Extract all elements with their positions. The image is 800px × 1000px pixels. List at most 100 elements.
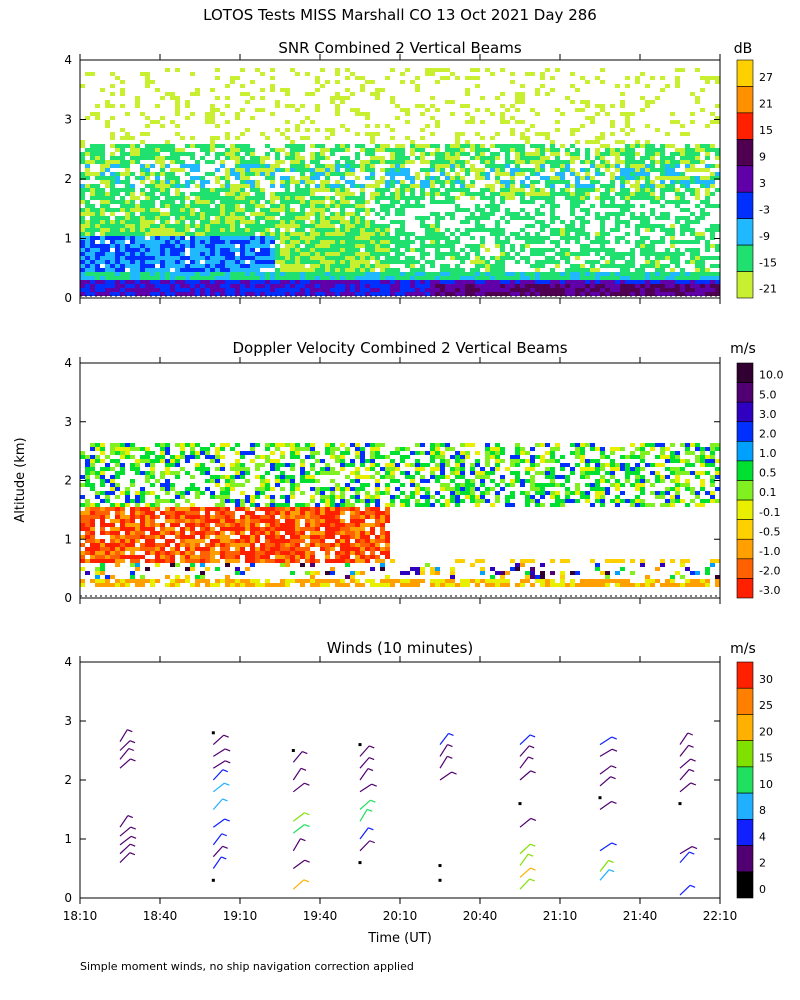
snr-cell xyxy=(525,128,530,132)
velocity-cell xyxy=(190,583,195,587)
snr-cell xyxy=(245,216,250,220)
snr-cell xyxy=(515,108,520,112)
snr-cell xyxy=(290,272,295,276)
snr-cell xyxy=(315,240,320,244)
snr-cell xyxy=(350,272,355,276)
snr-cell xyxy=(340,236,345,240)
snr-cell xyxy=(175,292,180,296)
velocity-cell xyxy=(155,543,160,547)
snr-cell xyxy=(625,268,630,272)
snr-cell xyxy=(490,152,495,156)
velocity-cell xyxy=(90,511,95,515)
snr-cell xyxy=(110,208,115,212)
snr-cell xyxy=(705,272,710,276)
velocity-cell xyxy=(180,543,185,547)
snr-cell xyxy=(105,180,110,184)
snr-cell xyxy=(255,292,260,296)
snr-cell xyxy=(170,172,175,176)
velocity-cell xyxy=(90,515,95,519)
snr-cell xyxy=(495,244,500,248)
velocity-cell xyxy=(170,471,175,475)
velocity-cell xyxy=(145,515,150,519)
snr-cell xyxy=(260,276,265,280)
snr-cell xyxy=(345,172,350,176)
snr-cell xyxy=(595,252,600,256)
snr-cell xyxy=(590,240,595,244)
snr-cell xyxy=(180,240,185,244)
snr-cell xyxy=(240,176,245,180)
snr-cell xyxy=(490,228,495,232)
velocity-cell xyxy=(195,559,200,563)
snr-cell xyxy=(565,232,570,236)
snr-cell xyxy=(175,216,180,220)
snr-cell xyxy=(435,228,440,232)
snr-cell xyxy=(100,224,105,228)
snr-cell xyxy=(510,244,515,248)
snr-cell xyxy=(325,264,330,268)
snr-cell xyxy=(245,280,250,284)
snr-cell xyxy=(195,228,200,232)
snr-cell xyxy=(655,148,660,152)
snr-cell xyxy=(275,220,280,224)
snr-cell xyxy=(225,252,230,256)
snr-cell xyxy=(140,284,145,288)
snr-cell xyxy=(455,172,460,176)
snr-cell xyxy=(445,244,450,248)
snr-cell xyxy=(180,208,185,212)
snr-cell xyxy=(150,264,155,268)
snr-cell xyxy=(430,228,435,232)
snr-cell xyxy=(260,224,265,228)
snr-cell xyxy=(380,280,385,284)
snr-cell xyxy=(595,152,600,156)
snr-cell xyxy=(100,276,105,280)
snr-cell xyxy=(315,172,320,176)
snr-cell xyxy=(375,260,380,264)
snr-cell xyxy=(95,224,100,228)
snr-cell xyxy=(515,100,520,104)
snr-cell xyxy=(390,220,395,224)
snr-cell xyxy=(150,192,155,196)
snr-cell xyxy=(265,256,270,260)
snr-cell xyxy=(235,156,240,160)
snr-cell xyxy=(580,192,585,196)
snr-cell xyxy=(675,260,680,264)
snr-cell xyxy=(580,200,585,204)
snr-cell xyxy=(400,252,405,256)
snr-cell xyxy=(575,240,580,244)
snr-cell xyxy=(640,216,645,220)
snr-cell xyxy=(405,284,410,288)
snr-cell xyxy=(355,232,360,236)
snr-cell xyxy=(365,148,370,152)
snr-cell xyxy=(235,272,240,276)
velocity-cell xyxy=(85,531,90,535)
snr-cell xyxy=(185,104,190,108)
snr-cell xyxy=(445,284,450,288)
snr-cell xyxy=(260,236,265,240)
velocity-cell xyxy=(190,551,195,555)
snr-cell xyxy=(495,144,500,148)
snr-cell xyxy=(310,176,315,180)
velocity-cell xyxy=(90,503,95,507)
snr-cell xyxy=(275,148,280,152)
snr-cell xyxy=(105,160,110,164)
velocity-cell xyxy=(155,559,160,563)
snr-cell xyxy=(585,196,590,200)
snr-cell xyxy=(95,216,100,220)
snr-cell xyxy=(155,184,160,188)
snr-cell xyxy=(470,76,475,80)
snr-cell xyxy=(85,276,90,280)
snr-cell xyxy=(565,284,570,288)
snr-cell xyxy=(285,232,290,236)
snr-cell xyxy=(140,176,145,180)
snr-cell xyxy=(660,276,665,280)
snr-cell xyxy=(255,264,260,268)
snr-cell xyxy=(550,284,555,288)
snr-cell xyxy=(620,212,625,216)
snr-cell xyxy=(345,76,350,80)
snr-cell xyxy=(240,236,245,240)
snr-cell xyxy=(295,268,300,272)
snr-cell xyxy=(550,280,555,284)
snr-cell xyxy=(350,220,355,224)
snr-cell xyxy=(425,192,430,196)
snr-cell xyxy=(100,252,105,256)
